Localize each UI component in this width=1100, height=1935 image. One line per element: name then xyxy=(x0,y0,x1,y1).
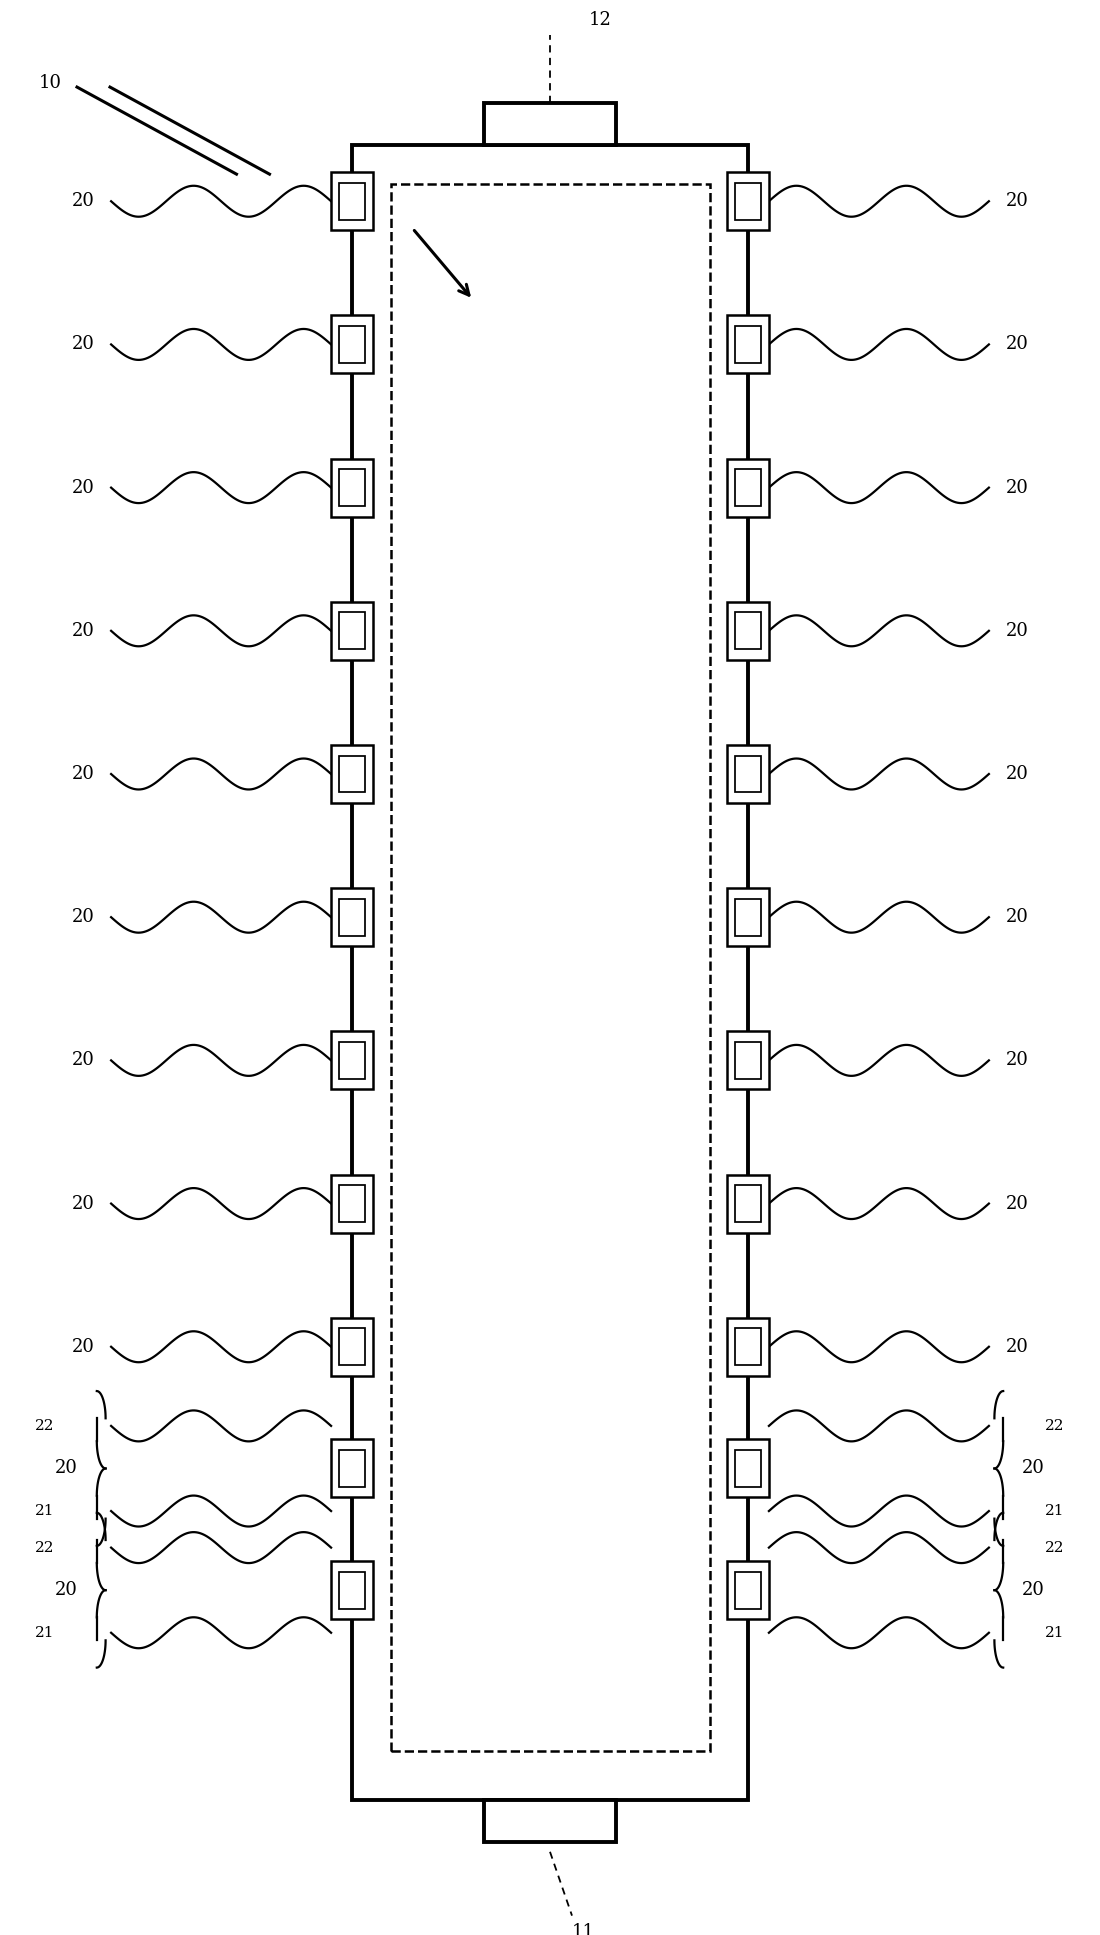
Bar xyxy=(735,182,761,219)
Bar xyxy=(390,184,710,1751)
Bar xyxy=(339,898,365,935)
Text: 20: 20 xyxy=(72,335,95,354)
Bar xyxy=(727,1175,769,1233)
Bar xyxy=(331,172,373,230)
Text: 10: 10 xyxy=(39,74,62,93)
Text: 20: 20 xyxy=(72,908,95,927)
Text: 20: 20 xyxy=(1005,1051,1028,1070)
Bar xyxy=(727,459,769,517)
Text: 20: 20 xyxy=(1022,1459,1045,1478)
Bar xyxy=(735,611,761,648)
Text: 20: 20 xyxy=(72,192,95,211)
Text: 20: 20 xyxy=(55,1459,78,1478)
Bar xyxy=(735,468,761,505)
Bar xyxy=(339,1327,365,1364)
Bar xyxy=(331,1440,373,1498)
Bar xyxy=(727,1031,769,1089)
Text: 11: 11 xyxy=(572,1923,595,1935)
Bar xyxy=(331,459,373,517)
Bar xyxy=(339,182,365,219)
Bar xyxy=(727,1562,769,1620)
Text: 22: 22 xyxy=(35,1418,55,1434)
Bar xyxy=(331,1031,373,1089)
Bar xyxy=(727,745,769,803)
Bar xyxy=(331,602,373,660)
Bar xyxy=(339,1041,365,1078)
Text: 20: 20 xyxy=(1005,335,1028,354)
Bar xyxy=(735,1327,761,1364)
Bar xyxy=(339,611,365,648)
Text: 20: 20 xyxy=(72,1051,95,1070)
Bar xyxy=(339,1184,365,1223)
Bar xyxy=(727,602,769,660)
Bar xyxy=(484,103,616,145)
Bar xyxy=(339,325,365,362)
Bar xyxy=(331,1318,373,1376)
Bar xyxy=(727,315,769,373)
Text: 20: 20 xyxy=(55,1581,78,1598)
Text: 22: 22 xyxy=(35,1540,55,1554)
Text: 20: 20 xyxy=(1005,1337,1028,1356)
Text: 20: 20 xyxy=(1005,478,1028,497)
Text: 21: 21 xyxy=(1045,1625,1065,1639)
Text: 20: 20 xyxy=(72,1337,95,1356)
Bar xyxy=(484,1800,616,1842)
Text: 21: 21 xyxy=(35,1503,55,1519)
Bar xyxy=(352,145,748,1800)
Bar xyxy=(331,315,373,373)
Bar xyxy=(727,172,769,230)
Text: 20: 20 xyxy=(72,478,95,497)
Text: 22: 22 xyxy=(1045,1418,1065,1434)
Text: 21: 21 xyxy=(35,1625,55,1639)
Text: 20: 20 xyxy=(72,621,95,640)
Text: 20: 20 xyxy=(1005,764,1028,784)
Text: 20: 20 xyxy=(1005,908,1028,927)
Bar xyxy=(339,1449,365,1486)
Text: 20: 20 xyxy=(1005,192,1028,211)
Bar xyxy=(331,1562,373,1620)
Bar xyxy=(331,888,373,946)
Bar xyxy=(331,1175,373,1233)
Bar xyxy=(735,1449,761,1486)
Bar xyxy=(339,1571,365,1608)
Bar xyxy=(735,325,761,362)
Text: 20: 20 xyxy=(1022,1581,1045,1598)
Text: 20: 20 xyxy=(1005,1194,1028,1213)
Bar xyxy=(339,468,365,505)
Bar xyxy=(735,1184,761,1223)
Text: 22: 22 xyxy=(1045,1540,1065,1554)
Bar xyxy=(727,888,769,946)
Text: 20: 20 xyxy=(72,764,95,784)
Bar xyxy=(735,1041,761,1078)
Text: 21: 21 xyxy=(1045,1503,1065,1519)
Bar xyxy=(735,755,761,791)
Bar xyxy=(735,1571,761,1608)
Text: 20: 20 xyxy=(1005,621,1028,640)
Bar xyxy=(339,755,365,791)
Bar xyxy=(727,1440,769,1498)
Text: 12: 12 xyxy=(588,12,612,29)
Bar xyxy=(727,1318,769,1376)
Bar xyxy=(331,745,373,803)
Bar xyxy=(735,898,761,935)
Text: 20: 20 xyxy=(72,1194,95,1213)
